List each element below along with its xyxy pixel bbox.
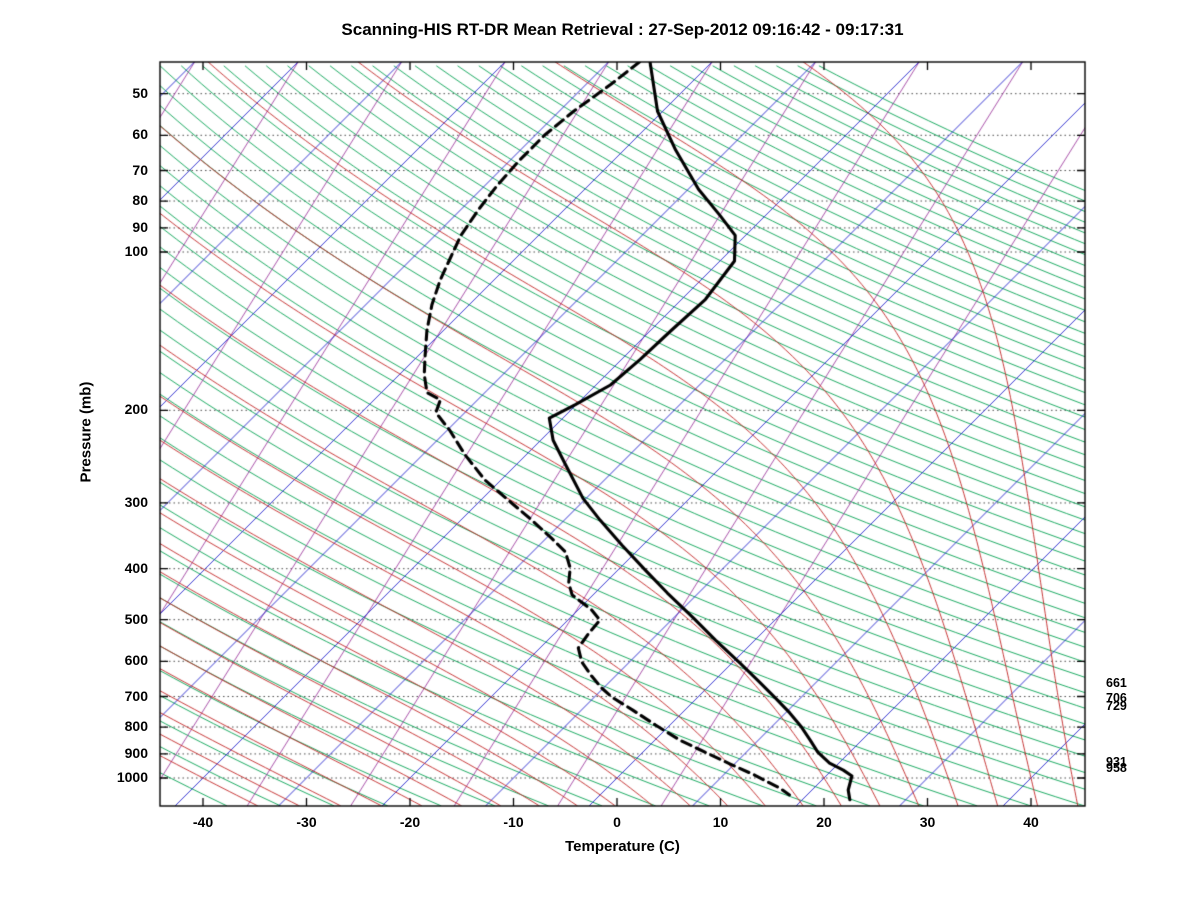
- pressure-annotation-958: 958: [1106, 761, 1127, 776]
- y-tick-70: 70: [132, 161, 148, 178]
- y-tick-1000: 1000: [116, 769, 148, 785]
- y-tick-300: 300: [124, 493, 148, 510]
- y-tick-60: 60: [132, 126, 148, 143]
- y-tick-80: 80: [132, 192, 148, 209]
- x-tick--40: -40: [192, 814, 214, 830]
- x-tick-20: 20: [816, 814, 832, 830]
- y-tick-100: 100: [124, 243, 148, 259]
- pressure-annotation-729: 729: [1106, 698, 1127, 713]
- y-tick-90: 90: [132, 218, 148, 235]
- y-tick-400: 400: [124, 559, 148, 576]
- y-tick-600: 600: [124, 652, 148, 669]
- chart-title: Scanning-HIS RT-DR Mean Retrieval : 27-S…: [341, 20, 904, 39]
- y-tick-700: 700: [124, 687, 148, 704]
- x-tick-0: 0: [613, 814, 621, 830]
- pressure-annotation-706: 706: [1106, 691, 1127, 706]
- y-tick-900: 900: [124, 744, 148, 761]
- y-tick-200: 200: [124, 401, 148, 418]
- x-tick-10: 10: [712, 814, 729, 830]
- pressure-annotation-661: 661: [1106, 676, 1127, 691]
- x-tick-40: 40: [1023, 814, 1039, 830]
- pressure-annotation-931: 931: [1106, 754, 1127, 769]
- x-tick--20: -20: [399, 814, 421, 830]
- x-axis-label: Temperature (C): [565, 838, 680, 855]
- y-tick-50: 50: [132, 84, 148, 101]
- x-tick-30: 30: [919, 814, 936, 830]
- y-tick-800: 800: [124, 718, 148, 735]
- y-tick-500: 500: [124, 610, 148, 627]
- x-tick--10: -10: [503, 814, 524, 830]
- y-axis-label: Pressure (mb): [77, 381, 95, 483]
- x-tick--30: -30: [296, 814, 317, 830]
